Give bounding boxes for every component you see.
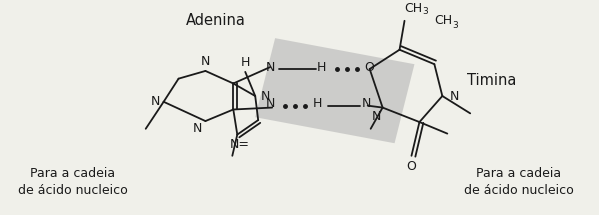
- Text: de ácido nucleico: de ácido nucleico: [464, 184, 574, 197]
- Text: Timina: Timina: [467, 73, 516, 88]
- Text: N: N: [193, 122, 202, 135]
- Polygon shape: [255, 38, 415, 143]
- Text: N: N: [450, 89, 459, 103]
- Text: N: N: [201, 55, 210, 68]
- Text: CH: CH: [404, 2, 423, 15]
- Text: N: N: [362, 97, 371, 110]
- Text: Para a cadeia: Para a cadeia: [476, 167, 561, 180]
- Text: 3: 3: [422, 7, 428, 16]
- Text: H: H: [241, 56, 250, 69]
- Text: N: N: [265, 61, 275, 74]
- Text: O: O: [407, 160, 416, 173]
- Text: N: N: [265, 97, 275, 110]
- Text: de ácido nucleico: de ácido nucleico: [18, 184, 128, 197]
- Text: N=: N=: [229, 138, 249, 151]
- Text: Para a cadeia: Para a cadeia: [31, 167, 116, 180]
- Text: O: O: [365, 61, 374, 74]
- Text: CH: CH: [434, 14, 452, 27]
- Text: N: N: [372, 110, 382, 123]
- Text: 3: 3: [452, 21, 458, 30]
- Text: N: N: [151, 95, 161, 108]
- Text: N: N: [261, 89, 270, 103]
- Text: Adenina: Adenina: [186, 13, 246, 28]
- Text: H: H: [317, 61, 326, 74]
- Text: H: H: [313, 97, 323, 110]
